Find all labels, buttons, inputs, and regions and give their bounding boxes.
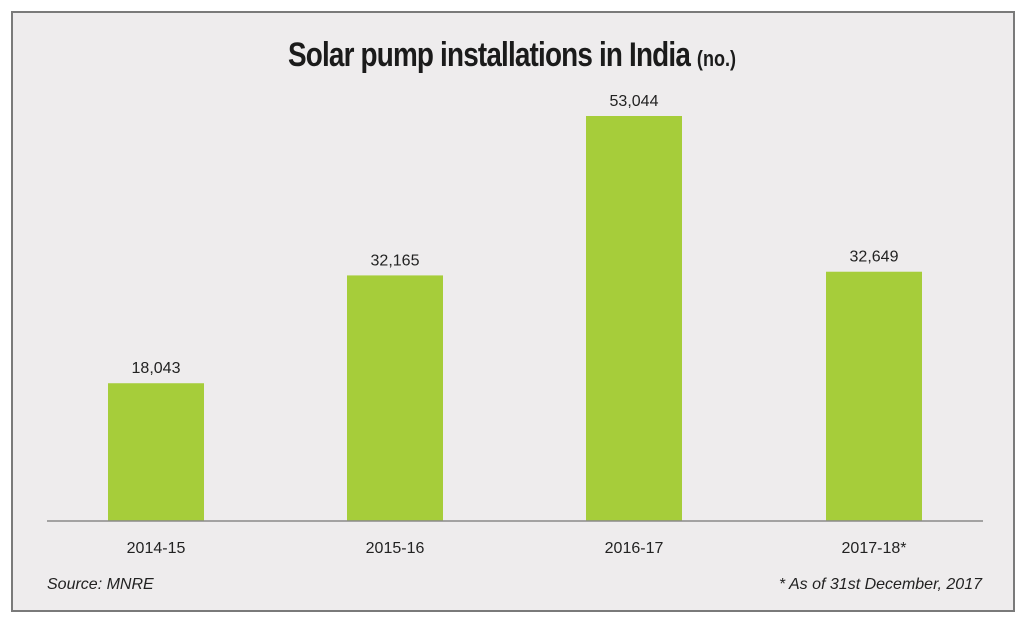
category-label: 2017-18*: [842, 540, 907, 557]
category-label: 2015-16: [366, 540, 425, 557]
category-label: 2016-17: [605, 540, 664, 557]
labels-group: 18,043 2014-15 32,165 2015-16 53,044 2016-17 3…: [127, 93, 907, 557]
bars-group: [108, 116, 922, 521]
value-label: 32,649: [850, 249, 899, 266]
bar-2017-18*: [826, 271, 922, 521]
bar-2016-17: [586, 116, 682, 521]
bar-2014-15: [108, 383, 204, 521]
chart-title-text: Solar pump installations in India: [287, 36, 691, 74]
date-footnote: * As of 31st December, 2017: [778, 576, 982, 593]
category-label: 2014-15: [127, 540, 186, 557]
value-label: 53,044: [610, 93, 659, 110]
value-label: 32,165: [371, 252, 420, 269]
source-note: Source: MNRE: [47, 576, 154, 593]
value-label: 18,043: [132, 360, 181, 377]
chart-title: Solar pump installations in India (no.): [92, 36, 932, 75]
bar-2015-16: [347, 275, 443, 521]
chart-title-unit: (no.): [696, 46, 737, 71]
